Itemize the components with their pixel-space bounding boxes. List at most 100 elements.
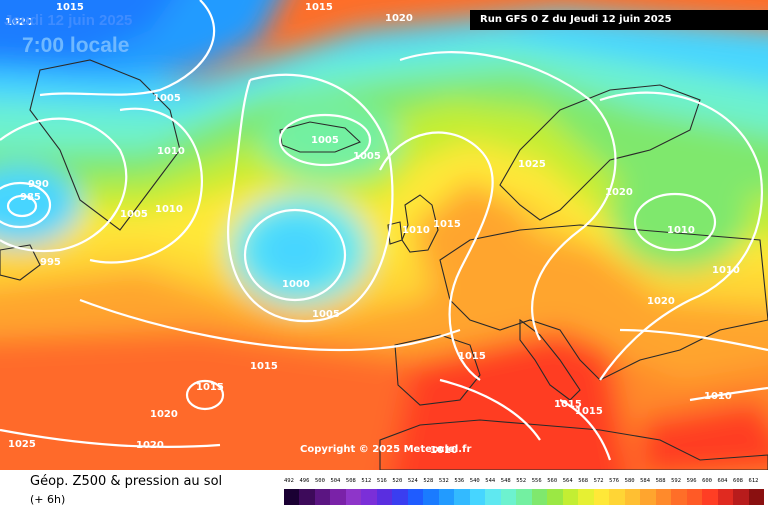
scale-swatch xyxy=(500,489,517,505)
scale-swatch xyxy=(345,489,362,505)
scale-swatch xyxy=(531,489,548,505)
isobar-label: 1010 xyxy=(430,445,458,456)
scale-label: 576 xyxy=(609,478,620,484)
scale-label: 564 xyxy=(562,478,573,484)
scale-label: 544 xyxy=(485,478,496,484)
scale-swatch xyxy=(748,489,765,505)
weather-map: 1015 1015 1020 1020 1010 990 985 1005 1010 1005 99… xyxy=(0,0,768,470)
scale-swatch xyxy=(361,489,377,505)
scale-label: 496 xyxy=(299,478,310,484)
isobar-label: 1020 xyxy=(647,296,675,307)
scale-swatch xyxy=(423,489,439,505)
scale-swatch xyxy=(686,489,703,505)
scale-swatch xyxy=(284,489,300,505)
scale-swatch xyxy=(392,489,408,505)
scale-swatch xyxy=(562,489,579,505)
isobar-label: 1015 xyxy=(196,382,224,393)
scale-label: 584 xyxy=(640,478,651,484)
isobar-label: 1015 xyxy=(554,399,582,410)
scale-label: 580 xyxy=(624,478,635,484)
isobar-label: 1020 xyxy=(150,409,178,420)
isobar-label: 1005 xyxy=(353,151,381,162)
scale-swatch xyxy=(454,489,470,505)
scale-label: 568 xyxy=(578,478,589,484)
scale-swatch xyxy=(733,489,749,505)
scale-label: 560 xyxy=(547,478,558,484)
isobar-label: 1005 xyxy=(120,209,148,220)
isobar-label: 1010 xyxy=(155,204,183,215)
isobar-label: 1015 xyxy=(305,2,333,13)
scale-label: 572 xyxy=(593,478,604,484)
isobar-label: 1020 xyxy=(605,187,633,198)
color-scale-bar xyxy=(284,489,765,505)
scale-swatch xyxy=(609,489,625,505)
isobar-label: 1010 xyxy=(402,225,430,236)
isobars xyxy=(0,0,768,461)
scale-label: 516 xyxy=(376,478,387,484)
scale-swatch xyxy=(516,489,532,505)
scale-swatch xyxy=(593,489,610,505)
pressure-labels: 1015 101510201020101099098510051010100599… xyxy=(5,2,740,456)
scale-label: 588 xyxy=(655,478,666,484)
scale-label: 552 xyxy=(516,478,527,484)
isobar-label: 1005 xyxy=(312,309,340,320)
isobar-label: 1015 xyxy=(433,219,461,230)
scale-label: 512 xyxy=(361,478,372,484)
isobar-label: 1005 xyxy=(153,93,181,104)
scale-swatch xyxy=(376,489,393,505)
forecast-time: 7:00 locale xyxy=(22,34,130,57)
scale-swatch xyxy=(299,489,315,505)
isobar-label: 990 xyxy=(28,179,49,190)
scale-label: 548 xyxy=(500,478,511,484)
scale-swatch xyxy=(655,489,672,505)
scale-swatch xyxy=(330,489,346,505)
scale-label: 556 xyxy=(531,478,542,484)
isobar-label: 1015 xyxy=(458,351,486,362)
scale-label: 536 xyxy=(454,478,465,484)
scale-label: 604 xyxy=(717,478,728,484)
scale-label: 528 xyxy=(423,478,434,484)
scale-label: 500 xyxy=(314,478,325,484)
isobar-label: 1000 xyxy=(282,279,310,290)
scale-label: 504 xyxy=(330,478,341,484)
isobar-label: 995 xyxy=(40,257,61,268)
isobar-label: 1010 xyxy=(704,391,732,402)
isobar-label: 985 xyxy=(20,192,41,203)
scale-swatch xyxy=(314,489,331,505)
isobar-label: 1005 xyxy=(311,135,339,146)
scale-label: 508 xyxy=(345,478,356,484)
scale-swatch xyxy=(702,489,718,505)
isobar-label: 1020 xyxy=(5,17,33,28)
color-scale-labels: 492 496 500 504 508 512 516 520 524 528 532 536 540 5… xyxy=(280,478,768,488)
run-info-label: Run GFS 0 Z du Jeudi 12 juin 2025 xyxy=(470,10,768,30)
isobar-label: 1010 xyxy=(712,265,740,276)
isobar-label: 1010 xyxy=(157,146,185,157)
isobar-label: 1015 xyxy=(250,361,278,372)
scale-label: 520 xyxy=(392,478,403,484)
isobar-label: 1015 xyxy=(575,406,603,417)
isobar-label: 1010 xyxy=(667,225,695,236)
scale-label: 612 xyxy=(748,478,759,484)
scale-label: 492 xyxy=(284,478,294,484)
scale-label: 592 xyxy=(671,478,682,484)
isobar-label: 1020 xyxy=(136,440,164,451)
landmasses xyxy=(0,59,768,470)
isobar-label: 1020 xyxy=(385,13,413,24)
scale-label: 596 xyxy=(686,478,697,484)
scale-swatch xyxy=(485,489,501,505)
scale-label: 524 xyxy=(407,478,418,484)
scale-label: 540 xyxy=(469,478,480,484)
isobar-label: 1015 xyxy=(56,2,84,13)
map-title: Géop. Z500 & pression au sol xyxy=(30,474,223,489)
scale-swatch xyxy=(438,489,455,505)
scale-swatch xyxy=(717,489,734,505)
isobar-label: 1025 xyxy=(8,439,36,450)
forecast-offset: (+ 6h) xyxy=(30,493,66,506)
scale-swatch xyxy=(671,489,687,505)
scale-swatch xyxy=(547,489,563,505)
scale-swatch xyxy=(640,489,656,505)
scale-swatch xyxy=(469,489,486,505)
scale-label: 600 xyxy=(702,478,712,484)
scale-swatch xyxy=(407,489,424,505)
isobar-label: 1025 xyxy=(518,159,546,170)
